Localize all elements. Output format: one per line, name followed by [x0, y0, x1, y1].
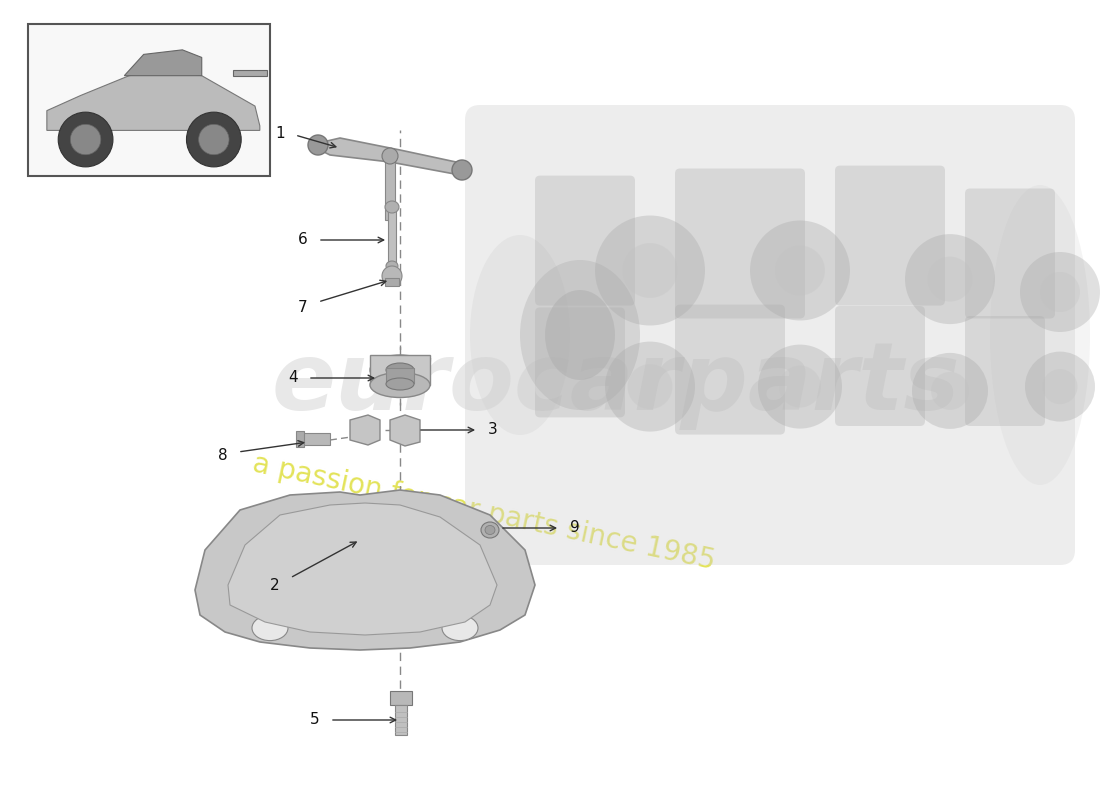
Ellipse shape [343, 553, 387, 583]
Text: 2: 2 [271, 578, 279, 594]
Bar [296, 431, 304, 447]
Ellipse shape [623, 243, 678, 298]
FancyBboxPatch shape [835, 306, 925, 426]
Ellipse shape [990, 185, 1090, 485]
Ellipse shape [1025, 351, 1094, 422]
FancyBboxPatch shape [675, 169, 805, 318]
Ellipse shape [481, 522, 499, 538]
Ellipse shape [242, 550, 298, 590]
Polygon shape [310, 138, 470, 175]
Ellipse shape [370, 355, 430, 385]
Text: a passion for car parts since 1985: a passion for car parts since 1985 [250, 450, 718, 574]
Polygon shape [228, 503, 497, 635]
Text: 1: 1 [275, 126, 285, 141]
Ellipse shape [1043, 369, 1078, 404]
Bar [233, 70, 267, 76]
FancyBboxPatch shape [965, 189, 1055, 318]
Bar [386, 368, 414, 383]
Ellipse shape [485, 526, 495, 534]
Ellipse shape [386, 378, 414, 390]
Bar [28, 24, 270, 176]
Ellipse shape [1020, 252, 1100, 332]
Bar [300, 433, 330, 445]
Ellipse shape [386, 261, 398, 271]
Circle shape [308, 135, 328, 155]
Ellipse shape [750, 221, 850, 321]
Ellipse shape [595, 215, 705, 326]
Text: 6: 6 [298, 233, 308, 247]
Ellipse shape [776, 246, 825, 295]
Bar [390, 691, 412, 705]
Ellipse shape [627, 364, 672, 409]
Polygon shape [124, 50, 201, 76]
Ellipse shape [432, 550, 488, 590]
Circle shape [382, 148, 398, 164]
Bar [385, 160, 395, 220]
Ellipse shape [385, 201, 399, 213]
Circle shape [58, 112, 113, 167]
Ellipse shape [1040, 272, 1080, 312]
Ellipse shape [520, 260, 640, 410]
Circle shape [70, 124, 101, 154]
Bar [395, 705, 407, 735]
Text: 7: 7 [298, 301, 308, 315]
Ellipse shape [912, 353, 988, 429]
Polygon shape [195, 490, 535, 650]
Bar [388, 210, 396, 265]
Bar [385, 278, 399, 286]
Circle shape [187, 112, 241, 167]
Bar [370, 355, 430, 385]
FancyBboxPatch shape [465, 105, 1075, 565]
Ellipse shape [758, 345, 842, 429]
Ellipse shape [931, 372, 969, 410]
Ellipse shape [252, 615, 288, 641]
FancyBboxPatch shape [675, 305, 785, 434]
Ellipse shape [927, 257, 972, 302]
Circle shape [382, 266, 402, 286]
Text: 9: 9 [570, 521, 580, 535]
Text: 5: 5 [310, 713, 320, 727]
Ellipse shape [370, 373, 430, 398]
FancyBboxPatch shape [835, 166, 945, 306]
Ellipse shape [470, 235, 570, 435]
Text: 4: 4 [288, 370, 298, 386]
Polygon shape [350, 415, 380, 445]
Polygon shape [47, 70, 260, 130]
Ellipse shape [605, 342, 695, 432]
FancyBboxPatch shape [965, 316, 1045, 426]
Text: eurocarparts: eurocarparts [272, 338, 960, 430]
Ellipse shape [905, 234, 996, 324]
Ellipse shape [779, 366, 821, 408]
FancyBboxPatch shape [535, 176, 635, 306]
FancyBboxPatch shape [535, 307, 625, 418]
Circle shape [199, 124, 229, 154]
Text: 8: 8 [218, 449, 228, 463]
Text: 3: 3 [488, 422, 498, 438]
Ellipse shape [544, 290, 615, 380]
Ellipse shape [386, 363, 414, 377]
Ellipse shape [442, 615, 478, 641]
Polygon shape [390, 415, 420, 446]
Circle shape [452, 160, 472, 180]
